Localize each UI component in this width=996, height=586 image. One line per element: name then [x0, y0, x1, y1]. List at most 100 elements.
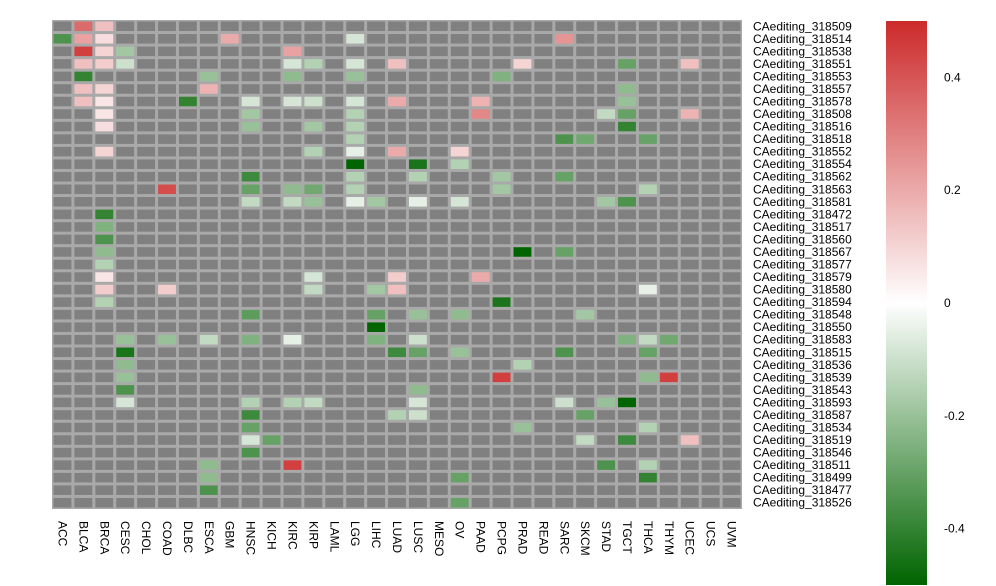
cell-caediting-318578-gbm: [220, 96, 239, 107]
cell-caediting-318518-chol: [137, 134, 156, 144]
cell-caediting-318567-cesc: [116, 247, 135, 257]
cell-caediting-318526-paad: [471, 497, 490, 508]
row-label-caediting-318477: CAediting_318477: [753, 483, 852, 497]
cell-caediting-318562-meso: [429, 171, 448, 182]
cell-caediting-318578-pcpg: [492, 96, 511, 107]
cell-caediting-318508-coad: [158, 109, 176, 119]
cell-caediting-318534-kich: [262, 422, 281, 433]
cell-caediting-318560-ucs: [701, 234, 720, 245]
cell-caediting-318560-brca: [95, 234, 114, 245]
cell-caediting-318557-ov: [450, 84, 469, 94]
cell-caediting-318539-cesc: [116, 372, 135, 383]
cell-caediting-318539-chol: [137, 372, 156, 383]
cell-caediting-318580-ucs: [701, 284, 720, 295]
cell-caediting-318519-thca: [638, 435, 657, 445]
cell-caediting-318508-chol: [137, 109, 156, 119]
cell-caediting-318563-ov: [450, 184, 469, 195]
cell-caediting-318551-ucs: [701, 59, 720, 69]
cell-caediting-318536-kirc: [283, 360, 302, 370]
cell-caediting-318516-laml: [325, 121, 344, 132]
cell-caediting-318546-cesc: [116, 447, 135, 458]
cell-caediting-318518-thca: [638, 134, 657, 144]
cell-caediting-318594-cesc: [116, 297, 135, 307]
cell-caediting-318518-acc: [53, 134, 72, 144]
cell-caediting-318550-kirc: [283, 322, 302, 332]
row-label-caediting-318499: CAediting_318499: [753, 471, 852, 485]
cell-caediting-318550-paad: [471, 322, 490, 332]
cell-caediting-318477-ucs: [701, 485, 720, 495]
cell-caediting-318509-cesc: [116, 21, 135, 32]
cell-caediting-318546-meso: [429, 447, 448, 458]
cell-caediting-318581-skcm: [576, 197, 595, 207]
cell-caediting-318577-chol: [137, 259, 156, 270]
cell-caediting-318593-thca: [638, 397, 657, 408]
cell-caediting-318515-gbm: [220, 347, 239, 358]
cell-caediting-318511-blca: [74, 460, 93, 470]
cell-caediting-318587-kirc: [283, 410, 302, 420]
cell-caediting-318477-dlbc: [178, 485, 197, 495]
cell-caediting-318511-hnsc: [241, 460, 260, 470]
cell-caediting-318593-lusc: [408, 397, 427, 408]
cell-caediting-318519-cesc: [116, 435, 135, 445]
cell-caediting-318587-acc: [53, 410, 72, 420]
row-label-caediting-318594: CAediting_318594: [753, 295, 852, 309]
cell-caediting-318581-thym: [659, 197, 678, 207]
cell-caediting-318548-lgg: [346, 309, 365, 320]
cell-caediting-318546-coad: [158, 447, 176, 458]
cell-caediting-318509-paad: [471, 21, 490, 32]
cell-caediting-318515-blca: [74, 347, 93, 358]
cell-caediting-318580-paad: [471, 284, 490, 295]
cell-caediting-318577-uvm: [722, 259, 741, 270]
cell-caediting-318472-ov: [450, 209, 469, 220]
cell-caediting-318538-dlbc: [178, 46, 197, 57]
cell-caediting-318579-skcm: [576, 272, 595, 282]
cell-caediting-318579-read: [534, 272, 553, 282]
cell-caediting-318534-lihc: [367, 422, 386, 433]
cell-caediting-318562-thca: [638, 171, 657, 182]
cell-caediting-318594-kich: [262, 297, 281, 307]
cell-caediting-318553-paad: [471, 71, 490, 82]
cell-caediting-318519-tgct: [618, 435, 636, 445]
cell-caediting-318516-esca: [199, 121, 218, 132]
row-label-caediting-318581: CAediting_318581: [753, 195, 852, 209]
cell-caediting-318593-thym: [659, 397, 678, 408]
cell-caediting-318578-thca: [638, 96, 657, 107]
cell-caediting-318554-acc: [53, 159, 72, 169]
cell-caediting-318581-hnsc: [241, 197, 260, 207]
row-label-caediting-318508: CAediting_318508: [753, 107, 852, 121]
cell-caediting-318543-pcpg: [492, 385, 511, 395]
cell-caediting-318519-gbm: [220, 435, 239, 445]
column-label-coad: COAD: [160, 521, 174, 556]
cell-caediting-318515-coad: [158, 347, 176, 358]
cell-caediting-318519-read: [534, 435, 553, 445]
cell-caediting-318578-ov: [450, 96, 469, 107]
cell-caediting-318516-lusc: [408, 121, 427, 132]
row-label-caediting-318539: CAediting_318539: [753, 370, 852, 384]
cell-caediting-318579-gbm: [220, 272, 239, 282]
cell-caediting-318551-laml: [325, 59, 344, 69]
cell-caediting-318552-lusc: [408, 146, 427, 157]
cell-caediting-318580-skcm: [576, 284, 595, 295]
cell-caediting-318587-read: [534, 410, 553, 420]
cell-caediting-318526-thym: [659, 497, 678, 508]
cell-caediting-318514-laml: [325, 34, 344, 44]
cell-caediting-318560-luad: [388, 234, 406, 245]
cell-caediting-318562-hnsc: [241, 171, 260, 182]
cell-caediting-318509-sarc: [555, 21, 574, 32]
cell-caediting-318554-cesc: [116, 159, 135, 169]
cell-caediting-318580-dlbc: [178, 284, 197, 295]
cell-caediting-318518-kirp: [304, 134, 323, 144]
cell-caediting-318534-ucs: [701, 422, 720, 433]
cell-caediting-318508-kirp: [304, 109, 323, 119]
cell-caediting-318543-meso: [429, 385, 448, 395]
cell-caediting-318517-stad: [597, 222, 616, 232]
cell-caediting-318548-kirc: [283, 309, 302, 320]
cell-caediting-318577-lihc: [367, 259, 386, 270]
cell-caediting-318511-skcm: [576, 460, 595, 470]
cell-caediting-318508-thym: [659, 109, 678, 119]
cell-caediting-318594-stad: [597, 297, 616, 307]
cell-caediting-318538-hnsc: [241, 46, 260, 57]
cell-caediting-318560-prad: [513, 234, 532, 245]
cell-caediting-318551-cesc: [116, 59, 135, 69]
cell-caediting-318562-thym: [659, 171, 678, 182]
